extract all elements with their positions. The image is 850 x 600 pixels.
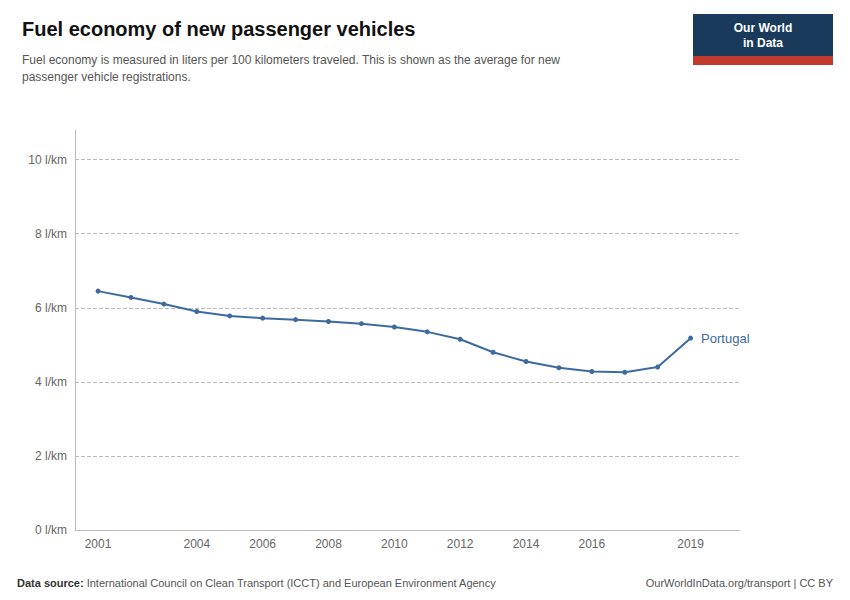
svg-text:2006: 2006 xyxy=(249,537,276,551)
svg-text:8 l/km: 8 l/km xyxy=(35,227,67,241)
svg-text:2014: 2014 xyxy=(513,537,540,551)
svg-text:2008: 2008 xyxy=(315,537,342,551)
svg-text:2010: 2010 xyxy=(381,537,408,551)
svg-text:2004: 2004 xyxy=(183,537,210,551)
svg-text:6 l/km: 6 l/km xyxy=(35,301,67,315)
svg-text:passenger vehicle registration: passenger vehicle registrations. xyxy=(22,70,191,84)
svg-text:4 l/km: 4 l/km xyxy=(35,375,67,389)
svg-text:Our World: Our World xyxy=(734,21,792,35)
svg-text:2016: 2016 xyxy=(579,537,606,551)
svg-text:Fuel economy of new passenger: Fuel economy of new passenger vehicles xyxy=(22,18,415,40)
svg-text:2012: 2012 xyxy=(447,537,474,551)
svg-text:Data source:: Data source: xyxy=(17,577,84,589)
svg-text:Fuel economy is measured in li: Fuel economy is measured in liters per 1… xyxy=(22,53,560,67)
svg-text:2 l/km: 2 l/km xyxy=(35,449,67,463)
svg-text:0 l/km: 0 l/km xyxy=(35,523,67,537)
svg-text:2001: 2001 xyxy=(85,537,112,551)
svg-text:10 l/km: 10 l/km xyxy=(28,153,67,167)
svg-text:Portugal: Portugal xyxy=(701,331,750,346)
svg-text:International Council on Clean: International Council on Clean Transport… xyxy=(84,577,497,589)
svg-text:OurWorldInData.org/transport |: OurWorldInData.org/transport | CC BY xyxy=(646,577,834,589)
svg-text:in Data: in Data xyxy=(743,36,783,50)
svg-text:2019: 2019 xyxy=(677,537,704,551)
